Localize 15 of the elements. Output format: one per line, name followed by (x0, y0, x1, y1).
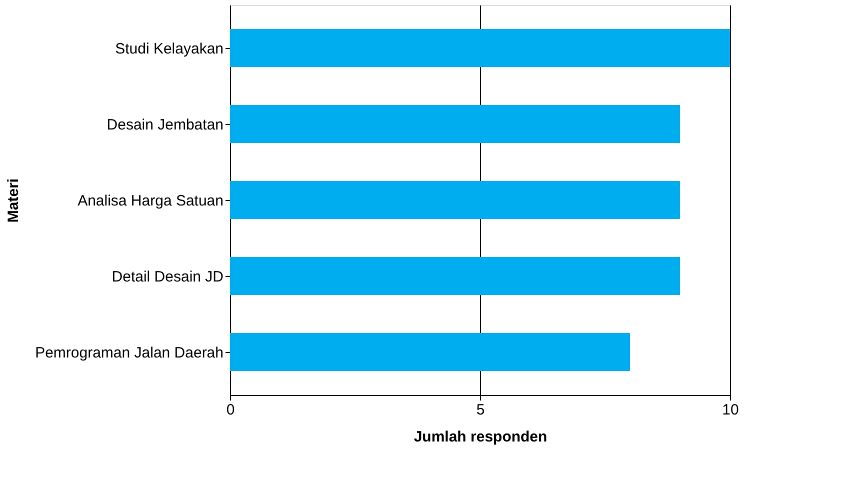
y-tick-label: Detail Desain JD (112, 268, 224, 286)
y-tick-label: Analisa Harga Satuan (78, 192, 224, 210)
bar (230, 181, 680, 219)
x-tick-label: 0 (226, 402, 235, 418)
bar (230, 333, 630, 371)
x-axis-title: Jumlah responden (414, 428, 548, 446)
y-axis-title: Materi (5, 178, 22, 223)
bar (230, 29, 730, 67)
x-tick-label: 10 (722, 402, 739, 418)
x-tick-label: 5 (476, 402, 485, 418)
y-tick-label: Desain Jembatan (106, 116, 224, 134)
bar (230, 257, 680, 295)
bar (230, 105, 680, 143)
y-tick-label: Pemrograman Jalan Daerah (35, 344, 224, 362)
y-tick-label: Studi Kelayakan (115, 40, 224, 58)
